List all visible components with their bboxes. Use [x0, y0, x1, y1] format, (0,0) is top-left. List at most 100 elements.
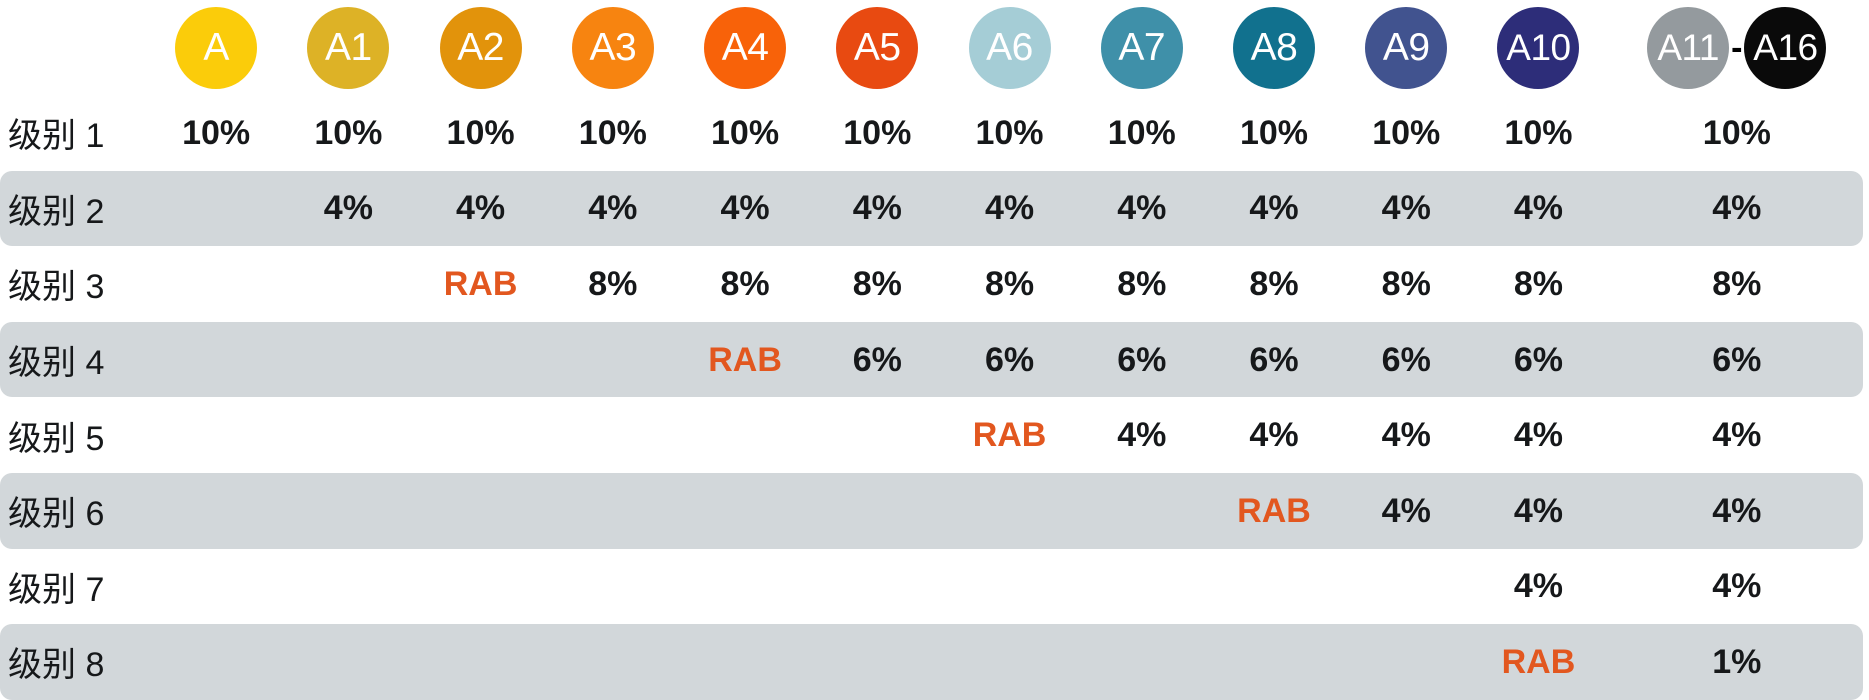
cell: RAB: [1501, 642, 1576, 681]
column-header-a3[interactable]: A3: [547, 6, 679, 89]
cell: 4%: [1712, 416, 1762, 455]
column-header-a9[interactable]: A9: [1340, 6, 1472, 89]
column-header-a10[interactable]: A10: [1472, 6, 1604, 89]
cell: 4%: [588, 189, 638, 228]
cell: 10%: [182, 113, 251, 152]
row-label: 级别 5: [8, 419, 105, 458]
cell: 4%: [852, 189, 902, 228]
table-row: 级别 3 RAB 8% 8% 8% 8% 8% 8% 8% 8% 8%: [0, 246, 1869, 322]
cell: 4%: [1249, 416, 1299, 455]
bubble-a11: A11: [1647, 6, 1730, 89]
column-header-a8[interactable]: A8: [1208, 6, 1340, 89]
cell: 4%: [323, 189, 373, 228]
cell: 4%: [1249, 189, 1299, 228]
cell: 10%: [1239, 113, 1309, 152]
cell: 4%: [720, 189, 770, 228]
cell: 8%: [720, 264, 770, 303]
bubble-a8: A8: [1232, 6, 1315, 89]
cell: 8%: [1513, 264, 1564, 303]
cell: RAB: [443, 264, 518, 303]
column-header-a1[interactable]: A1: [282, 6, 414, 89]
cell: RAB: [1237, 491, 1311, 530]
row-label: 级别 6: [8, 495, 105, 534]
bubble-a5: A5: [836, 6, 919, 89]
cell: 4%: [1381, 189, 1431, 228]
cell: 10%: [975, 113, 1044, 152]
cell: 8%: [1712, 264, 1762, 303]
cell: 4%: [984, 189, 1035, 228]
column-header-a[interactable]: A: [150, 6, 282, 89]
cell: 4%: [1712, 189, 1762, 228]
range-dash: -: [1731, 28, 1743, 67]
bubble-a4: A4: [704, 6, 787, 89]
cell: 4%: [1117, 189, 1167, 228]
row-label: 级别 8: [8, 646, 105, 685]
table-row: 级别 8 RAB 1%: [0, 624, 1869, 700]
row-label: 级别 7: [8, 570, 105, 609]
column-header-a7[interactable]: A7: [1076, 6, 1208, 89]
cell: 6%: [852, 340, 902, 379]
cell: 8%: [1381, 264, 1431, 303]
bubble-a7: A7: [1100, 6, 1183, 89]
cell: 10%: [1372, 113, 1441, 152]
cell: 8%: [1117, 264, 1167, 303]
cell: 8%: [1249, 264, 1299, 303]
cell: 6%: [1513, 340, 1564, 379]
row-label: 级别 2: [8, 192, 105, 231]
cell: 4%: [456, 189, 506, 228]
cell: 10%: [314, 113, 383, 152]
cell: 6%: [1712, 340, 1762, 379]
cell: 4%: [1513, 491, 1564, 530]
cell: 4%: [1381, 416, 1431, 455]
row-label: 级别 3: [8, 268, 105, 307]
cell: 6%: [1381, 340, 1431, 379]
bubble-a: A: [175, 6, 258, 89]
cell: 10%: [1504, 113, 1573, 152]
table-row: 级别 6 RAB 4% 4% 4%: [0, 472, 1869, 549]
column-header-a11-a16[interactable]: A11 - A16: [1605, 6, 1869, 89]
cell: 6%: [1117, 340, 1167, 379]
row-label: 级别 1: [8, 117, 105, 156]
bubble-a2: A2: [439, 6, 522, 89]
cell: 8%: [984, 264, 1035, 303]
cell: RAB: [708, 340, 782, 379]
cell: 6%: [984, 340, 1035, 379]
bubble-a16: A16: [1744, 6, 1827, 89]
column-header-a4[interactable]: A4: [679, 6, 811, 89]
cell: RAB: [972, 416, 1047, 455]
bubble-pair: A11 - A16: [1647, 6, 1827, 89]
cell: 1%: [1712, 642, 1762, 681]
row-label: 级别 4: [8, 344, 105, 383]
cell: 8%: [852, 264, 902, 303]
bubble-a3: A3: [571, 6, 654, 89]
cell: 4%: [1712, 491, 1762, 530]
cell: 10%: [1702, 113, 1771, 152]
cell: 4%: [1712, 567, 1762, 606]
column-header-a6[interactable]: A6: [943, 6, 1075, 89]
cell: 10%: [843, 113, 912, 152]
cell: 8%: [588, 264, 638, 303]
column-header-a2[interactable]: A2: [414, 6, 546, 89]
cell: 4%: [1117, 416, 1167, 455]
column-header-row: A A1 A2 A3 A4 A5 A6 A7 A: [0, 0, 1869, 95]
cell: 4%: [1381, 491, 1431, 530]
table-row: 级别 7 4% 4%: [0, 549, 1869, 625]
cell: 10%: [446, 113, 515, 152]
bubble-a1: A1: [307, 6, 390, 89]
bubble-a10: A10: [1497, 6, 1580, 89]
cell: 6%: [1249, 340, 1299, 379]
column-header-a5[interactable]: A5: [811, 6, 943, 89]
cell: 10%: [711, 113, 780, 152]
cell: 10%: [1107, 113, 1176, 152]
table-row: 级别 1 10% 10% 10% 10% 10% 10% 10% 10% 10%…: [0, 95, 1869, 171]
table-row: 级别 5 RAB 4% 4% 4% 4% 4%: [0, 397, 1869, 473]
bubble-a9: A9: [1365, 6, 1448, 89]
table-row: 级别 4 RAB 6% 6% 6% 6% 6% 6% 6%: [0, 321, 1869, 398]
bubble-a6: A6: [968, 6, 1051, 89]
table-row: 级别 2 4% 4% 4% 4% 4% 4% 4% 4% 4% 4% 4%: [0, 170, 1869, 247]
cell: 4%: [1513, 189, 1564, 228]
cell: 10%: [578, 113, 647, 152]
header-bubbles: A A1 A2 A3 A4 A5 A6 A7 A: [150, 6, 1869, 89]
cell: 4%: [1513, 416, 1564, 455]
